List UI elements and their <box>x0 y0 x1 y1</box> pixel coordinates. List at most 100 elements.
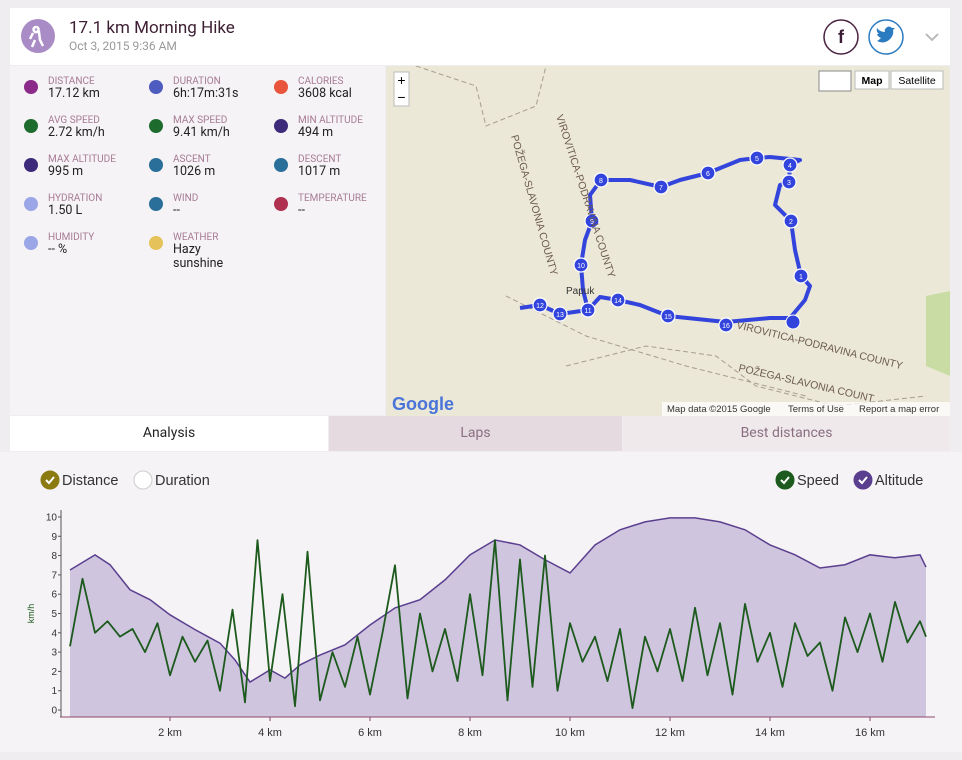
stat: ASCENT 1026 m <box>173 154 283 179</box>
stat: HYDRATION 1.50 L <box>48 193 158 218</box>
y-tick-label: 2 <box>51 667 57 678</box>
check <box>780 476 790 485</box>
stat-value: -- % <box>48 242 68 257</box>
stat-value: 3608 kcal <box>298 86 352 101</box>
stat-value: 995 m <box>48 164 84 179</box>
waypoint-label: 4 <box>788 163 792 170</box>
y-tick-label: 3 <box>51 648 57 659</box>
stat-label: DESCENT <box>298 154 342 165</box>
toggle[interactable] <box>775 470 795 490</box>
toggle[interactable] <box>40 470 60 490</box>
zoom-out[interactable]: − <box>397 89 405 105</box>
header-icons: f <box>21 19 939 55</box>
stat-value: -- <box>298 203 305 218</box>
stat-icon <box>274 197 288 211</box>
waypoint <box>573 257 589 273</box>
waypoint <box>593 172 609 188</box>
waypoint <box>552 306 568 322</box>
toggle[interactable] <box>133 470 153 490</box>
stat-value: 1026 m <box>173 164 216 179</box>
stat-icon <box>149 197 163 211</box>
map-footer-text: Terms of Use <box>788 404 844 415</box>
waypoint-label: 16 <box>722 323 730 330</box>
waypoint-label: 12 <box>536 303 544 310</box>
stat-label: TEMPERATURE <box>298 193 367 204</box>
stat-label: DURATION <box>173 76 221 87</box>
waypoint-label: 9 <box>590 219 594 226</box>
stat: MIN ALTITUDE 494 m <box>298 115 408 140</box>
x-tick-label: 14 km <box>755 727 785 739</box>
waypoint <box>580 302 596 318</box>
waypoint-label: 15 <box>664 314 672 321</box>
map: 12345678910111213141516VIROVITICA-PODRAV… <box>386 66 950 416</box>
stat-icon <box>274 80 288 94</box>
stat-value: 6h:17m:31s <box>173 86 239 101</box>
zoom-in[interactable]: + <box>397 72 405 88</box>
stat-icon <box>274 158 288 172</box>
waypoint <box>610 292 626 308</box>
waypoint-label: 1 <box>799 274 803 281</box>
place-label: Papuk <box>566 286 595 297</box>
stat: MAX ALTITUDE 995 m <box>48 154 158 179</box>
toggle-label: Speed <box>797 473 839 489</box>
map-terrain <box>926 291 950 376</box>
toggle-label: Altitude <box>875 473 923 489</box>
waypoint-label: 6 <box>706 171 710 178</box>
waypoint-label: 8 <box>599 178 603 185</box>
toggle-label: Distance <box>62 473 118 489</box>
stat: HUMIDITY -- % <box>48 232 158 257</box>
map-footer-text: Map data ©2015 Google <box>667 404 771 415</box>
chart: Distance Duration Speed Altitude 0 1 2 3 4 5 6 7 8 9 1… <box>0 452 962 752</box>
map-background <box>386 66 950 416</box>
tab[interactable]: Best distances <box>623 416 950 451</box>
waypoint <box>700 165 716 181</box>
fullscreen <box>818 70 852 92</box>
facebook-button[interactable] <box>823 19 859 55</box>
stat: DURATION 6h:17m:31s <box>173 76 283 101</box>
map-type-label: Map <box>862 75 883 87</box>
stat-label: MIN ALTITUDE <box>298 115 363 126</box>
stat-label: HUMIDITY <box>48 232 95 243</box>
check <box>858 476 868 485</box>
stat-label: MAX SPEED <box>173 115 228 126</box>
stat-label: AVG SPEED <box>48 115 100 126</box>
stat: MAX SPEED 9.41 km/h <box>173 115 283 140</box>
waypoint-label: 3 <box>787 180 791 187</box>
waypoint-label: 2 <box>789 219 793 226</box>
stat-icon <box>24 158 38 172</box>
stat-icon <box>149 119 163 133</box>
waypoint <box>584 213 600 229</box>
waypoint <box>532 297 548 313</box>
x-tick-label: 4 km <box>258 727 282 739</box>
date: Oct 3, 2015 9:36 AM <box>69 39 177 53</box>
waypoint <box>783 213 799 229</box>
stat: AVG SPEED 2.72 km/h <box>48 115 158 140</box>
waypoint <box>660 308 676 324</box>
map-type-button[interactable] <box>854 70 890 90</box>
stat: DESCENT 1017 m <box>298 154 408 179</box>
expand-chevron[interactable] <box>925 33 939 42</box>
waypoint <box>782 157 798 173</box>
stat-label: MAX ALTITUDE <box>48 154 116 165</box>
stat-value: Hazy sunshine <box>173 242 224 271</box>
y-tick-label: 7 <box>51 570 57 581</box>
map-type-button[interactable] <box>890 70 944 90</box>
waypoint <box>653 179 669 195</box>
toggle[interactable] <box>853 470 873 490</box>
stats-panel: DISTANCE 17.12 km DURATION 6h:17m:31s CALORI… <box>10 66 385 415</box>
waypoint-label: 11 <box>584 308 591 315</box>
y-tick-label: 10 <box>46 512 58 523</box>
waypoint-label: 13 <box>556 312 564 319</box>
altitude-line <box>69 517 927 684</box>
x-tick-label: 8 km <box>458 727 482 739</box>
map-footer <box>662 402 950 416</box>
tab[interactable]: Analysis <box>10 416 328 451</box>
tab[interactable]: Laps <box>329 416 622 451</box>
speed-line <box>69 539 927 710</box>
y-tick-label: 8 <box>51 551 57 562</box>
y-tick-label: 6 <box>51 590 57 601</box>
stat-icon <box>149 158 163 172</box>
stat-value: 2.72 km/h <box>48 125 105 140</box>
y-tick-label: 0 <box>51 706 57 717</box>
stat-icon <box>24 236 38 250</box>
